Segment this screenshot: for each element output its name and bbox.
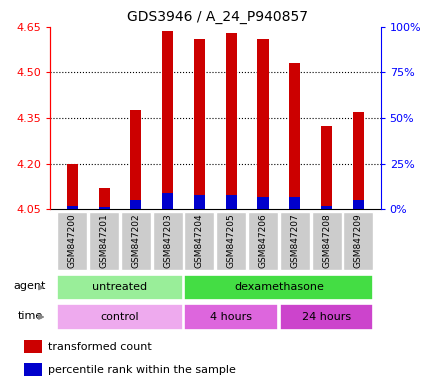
Text: untreated: untreated (92, 282, 147, 293)
Bar (66, 206, 78, 209)
Bar (194, 39, 204, 209)
FancyBboxPatch shape (152, 212, 182, 270)
Text: GSM847203: GSM847203 (163, 214, 172, 268)
Text: 24 hours: 24 hours (301, 312, 350, 322)
Bar (130, 111, 141, 209)
FancyBboxPatch shape (89, 212, 119, 270)
FancyBboxPatch shape (311, 212, 341, 270)
FancyBboxPatch shape (216, 212, 246, 270)
Text: dexamethasone: dexamethasone (233, 282, 323, 293)
Text: GSM847205: GSM847205 (226, 214, 235, 268)
Text: GSM847206: GSM847206 (258, 214, 267, 268)
Bar (257, 197, 268, 209)
FancyBboxPatch shape (121, 212, 151, 270)
Bar (320, 206, 332, 209)
Text: agent: agent (14, 281, 46, 291)
Bar (257, 39, 268, 209)
Text: time: time (17, 311, 43, 321)
Bar (162, 31, 173, 209)
FancyBboxPatch shape (57, 212, 87, 270)
FancyBboxPatch shape (279, 212, 309, 270)
FancyBboxPatch shape (184, 304, 277, 330)
Text: control: control (100, 312, 139, 322)
Text: 4 hours: 4 hours (210, 312, 252, 322)
Bar (23, 340, 42, 353)
Text: transformed count: transformed count (48, 341, 151, 352)
Text: percentile rank within the sample: percentile rank within the sample (48, 364, 235, 375)
Text: GSM847202: GSM847202 (131, 214, 140, 268)
FancyBboxPatch shape (184, 275, 372, 300)
Text: GSM847200: GSM847200 (68, 214, 76, 268)
Bar (225, 33, 236, 209)
FancyBboxPatch shape (247, 212, 277, 270)
Text: GSM847207: GSM847207 (289, 214, 299, 268)
Bar (352, 200, 363, 209)
Bar (98, 207, 109, 209)
FancyBboxPatch shape (57, 304, 182, 330)
Bar (320, 126, 332, 209)
Text: GSM847209: GSM847209 (353, 214, 362, 268)
Bar (289, 197, 299, 209)
Text: GDS3946 / A_24_P940857: GDS3946 / A_24_P940857 (127, 10, 307, 23)
Bar (130, 200, 141, 209)
Bar (66, 164, 78, 209)
Bar (225, 195, 236, 209)
Bar (194, 195, 204, 209)
Bar (162, 193, 173, 209)
FancyBboxPatch shape (279, 304, 372, 330)
Text: GSM847204: GSM847204 (194, 214, 204, 268)
Bar (98, 188, 109, 209)
FancyBboxPatch shape (342, 212, 372, 270)
Bar (352, 112, 363, 209)
FancyBboxPatch shape (57, 275, 182, 300)
Text: GSM847201: GSM847201 (99, 214, 108, 268)
Text: GSM847208: GSM847208 (321, 214, 330, 268)
FancyBboxPatch shape (184, 212, 214, 270)
Bar (23, 363, 42, 376)
Bar (289, 63, 299, 209)
